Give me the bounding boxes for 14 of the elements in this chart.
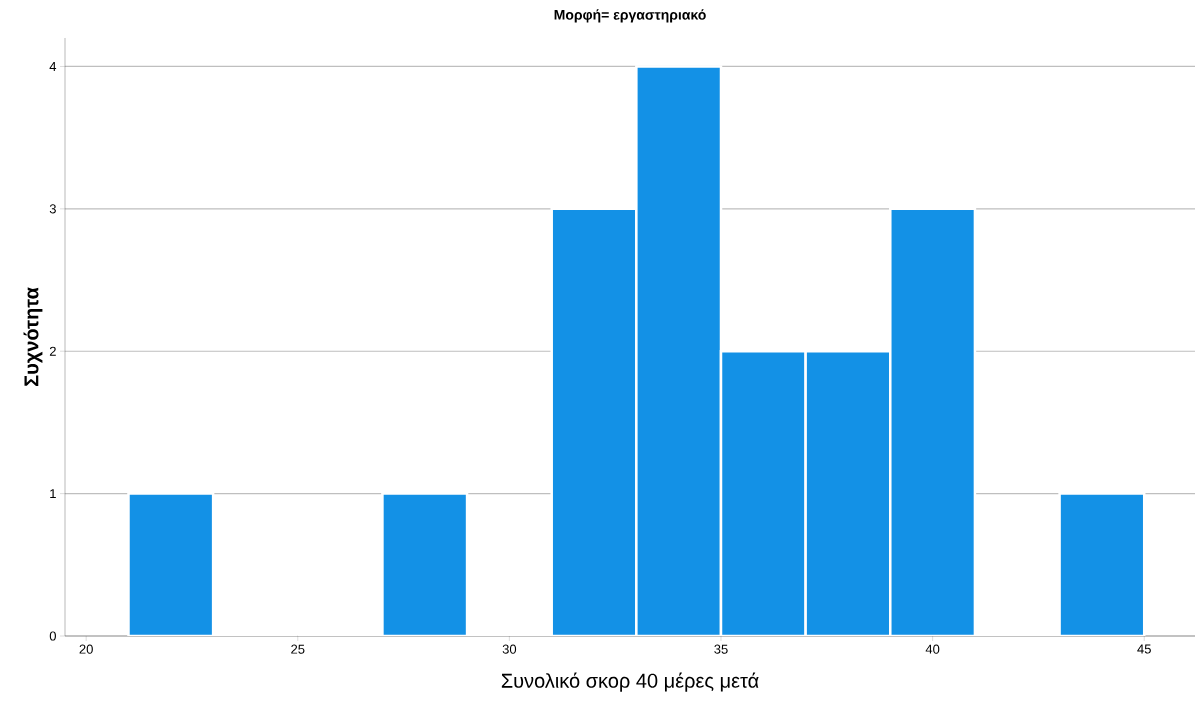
x-tick-label: 20	[79, 644, 93, 654]
chart-title: Μορφή= εργαστηριακό	[554, 9, 706, 23]
x-tick-label: 30	[502, 644, 517, 654]
y-tick-label: 1	[50, 489, 56, 499]
x-tick-label: 45	[1137, 644, 1151, 654]
x-tick-label: 25	[291, 644, 305, 654]
y-tick-label: 4	[49, 62, 57, 71]
x-axis-title: Συνολικό σκορ 40 μέρες μετά	[501, 672, 759, 692]
x-tick-label: 35	[714, 644, 728, 654]
y-axis-title: Συχνότητα	[23, 287, 43, 386]
y-tick-label: 3	[49, 204, 56, 214]
y-tick-label: 0	[49, 631, 56, 641]
x-tick-label: 40	[925, 644, 940, 654]
y-tick-label: 2	[49, 346, 56, 356]
